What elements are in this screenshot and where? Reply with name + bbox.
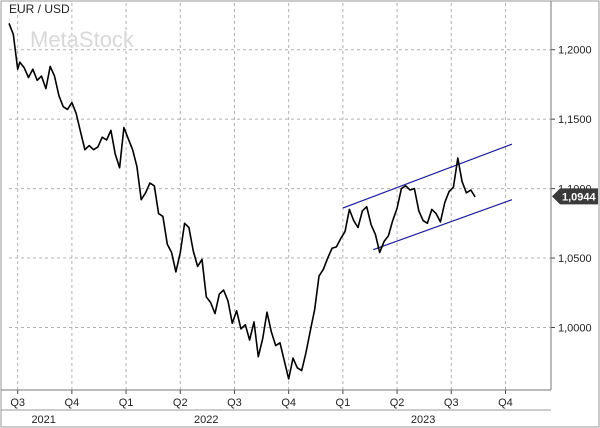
trend-channel (342, 143, 513, 251)
last-value: 1,0944 (552, 188, 598, 205)
last-value-label: 1,0944 (562, 191, 597, 203)
x-tick-label: Q3 (10, 397, 25, 409)
channel-line (373, 199, 513, 251)
y-tick-label: 1,0500 (558, 253, 592, 265)
x-tick-label: Q4 (498, 397, 513, 409)
x-tick-label: Q3 (444, 397, 459, 409)
y-tick-label: 1,0000 (558, 323, 592, 335)
x-tick-label: Q4 (281, 397, 296, 409)
grid (9, 3, 551, 390)
year-label: 2021 (31, 414, 55, 426)
y-tick-label: 1,2000 (558, 45, 592, 57)
series-line (8, 23, 476, 380)
x-tick-label: Q1 (119, 397, 134, 409)
axes: 1,20001,15001,10001,05001,0000Q3Q4Q1Q2Q3… (1, 1, 592, 426)
x-tick-label: Q2 (390, 397, 405, 409)
channel-line (342, 143, 513, 209)
last-value-badge (552, 188, 598, 205)
chart-title: EUR / USD (9, 2, 70, 16)
year-label: 2022 (194, 414, 218, 426)
series (8, 23, 476, 380)
x-tick-label: Q4 (65, 397, 80, 409)
x-tick-label: Q3 (227, 397, 242, 409)
x-tick-label: Q2 (173, 397, 188, 409)
x-tick-label: Q1 (336, 397, 351, 409)
y-tick-label: 1,1500 (558, 114, 592, 126)
watermark: MetaStock (30, 27, 135, 52)
year-label: 2023 (411, 414, 435, 426)
